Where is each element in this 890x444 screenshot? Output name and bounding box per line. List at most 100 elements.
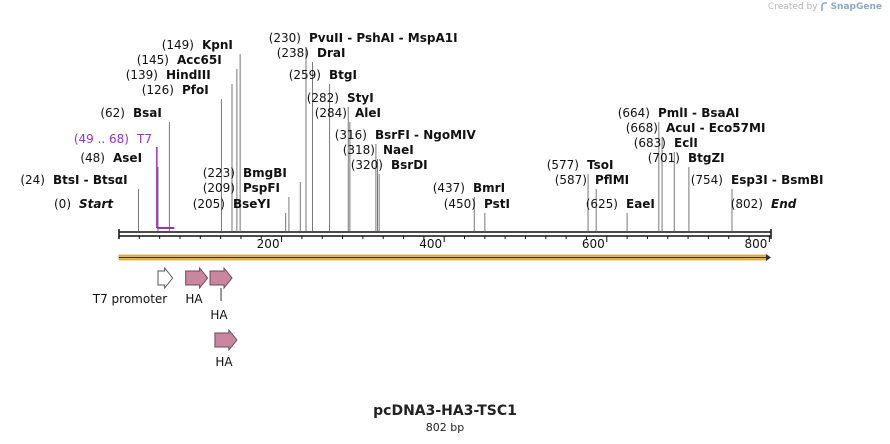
site-esp3i-bsmbi-754[interactable]: (754) Esp3I - BsmBI: [691, 173, 824, 187]
bp-ruler: 200 400 600 800: [138, 236, 770, 251]
site-bseyi-205[interactable]: (205) BseYI: [193, 197, 271, 211]
site-drai-238-position: (238): [277, 46, 309, 60]
site-bsrfi-ngomiv-316-name: BsrFI - NgoMIV: [375, 128, 476, 142]
site-bmgbi-223-name: BmgBI: [243, 166, 287, 180]
feature-ha-3[interactable]: HA: [209, 266, 233, 322]
site-end-802-name: End: [771, 197, 797, 211]
site-btsi-bts-i-24[interactable]: (24) BtsI - BtsαI: [20, 173, 127, 187]
snapgene-credit: Created by SnapGene: [768, 2, 882, 12]
site-acui-eco57mi-668[interactable]: (668) AcuI - Eco57MI: [626, 121, 766, 135]
map-title: pcDNA3-HA3-TSC1: [373, 403, 517, 419]
site-btgzi-701[interactable]: (701) BtgZI: [648, 151, 725, 165]
site-bmgbi-223-position: (223): [203, 166, 235, 180]
site-pflmi-587-position: (587): [555, 173, 587, 187]
site-end-802-position: (802): [731, 197, 763, 211]
site-acui-eco57mi-668-position: (668): [626, 121, 658, 135]
site-naei-318[interactable]: (318) NaeI: [343, 143, 414, 157]
site-tsoi-577-name: TsoI: [587, 158, 613, 172]
feature-arrow-icon: [209, 266, 233, 290]
site-kpni-149-position: (149): [162, 38, 194, 52]
site-acc65i-145[interactable]: (145) Acc65I: [137, 53, 222, 67]
site-pmli-bsaai-664[interactable]: (664) PmlI - BsaAI: [618, 106, 740, 120]
site-tsoi-577[interactable]: (577) TsoI: [547, 158, 614, 172]
feature-ha-4[interactable]: HA: [214, 328, 238, 369]
site-pspfi-209-position: (209): [203, 181, 235, 195]
feature-t7-promoter-1[interactable]: T7 promoter: [92, 266, 174, 306]
site-alei-284[interactable]: (284) AleI: [315, 106, 381, 120]
site-eaei-625-position: (625): [586, 197, 618, 211]
primer-t7[interactable]: (49 .. 68) T7: [74, 132, 175, 229]
site-hindiii-139[interactable]: (139) HindIII: [126, 68, 211, 82]
site-start-0[interactable]: (0) Start: [54, 197, 114, 211]
site-esp3i-bsmbi-754-position: (754): [691, 173, 723, 187]
tick-label-200: 200: [257, 237, 280, 251]
site-btgi-259-position: (259): [289, 68, 321, 82]
site-ecli-683[interactable]: (683) EclI: [634, 136, 698, 150]
site-bsrdi-320[interactable]: (320) BsrDI: [351, 158, 428, 172]
site-psti-450-position: (450): [444, 197, 476, 211]
site-bsai-62[interactable]: (62) BsaI: [100, 106, 162, 120]
site-pfoi-126-position: (126): [142, 83, 174, 97]
site-bseyi-205-position: (205): [193, 197, 225, 211]
site-bmri-437-position: (437): [433, 181, 465, 195]
feature-arrow-icon: [157, 266, 174, 290]
site-pflmi-587[interactable]: (587) PflMI: [555, 173, 629, 187]
sequence-backbone[interactable]: [118, 229, 772, 239]
primer-position: (49 .. 68): [74, 132, 129, 146]
site-asei-48-position: (48): [80, 151, 105, 165]
site-bmgbi-223[interactable]: (223) BmgBI: [203, 166, 287, 180]
site-pfoi-126-name: PfoI: [182, 83, 209, 97]
site-hindiii-139-position: (139): [126, 68, 158, 82]
site-asei-48[interactable]: (48) AseI: [80, 151, 142, 165]
site-btgi-259[interactable]: (259) BtgI: [289, 68, 357, 82]
features[interactable]: T7 promoter HA HA HA: [92, 266, 238, 369]
site-pspfi-209-name: PspFI: [243, 181, 280, 195]
site-btsi-bts-i-24-position: (24): [20, 173, 45, 187]
site-styi-282-name: StyI: [347, 91, 374, 105]
credit-prefix: Created by: [768, 2, 818, 12]
primer-name: T7: [136, 132, 152, 146]
site-end-802[interactable]: (802) End: [731, 197, 797, 211]
site-tsoi-577-position: (577): [547, 158, 579, 172]
feature-label: HA: [210, 308, 228, 322]
site-ecli-683-position: (683): [634, 136, 666, 150]
site-pvuii-pshai-mspa1i-230-position: (230): [269, 31, 301, 45]
site-btgi-259-name: BtgI: [329, 68, 357, 82]
feature-arrow-icon: [185, 266, 209, 290]
site-acc65i-145-name: Acc65I: [177, 53, 222, 67]
sequence-arrowhead-icon: [766, 254, 771, 261]
site-bmri-437[interactable]: (437) BmrI: [433, 181, 505, 195]
site-kpni-149-name: KpnI: [202, 38, 233, 52]
site-bsai-62-name: BsaI: [133, 106, 162, 120]
site-naei-318-position: (318): [343, 143, 375, 157]
site-psti-450-name: PstI: [484, 197, 510, 211]
direction-arrow: [118, 254, 771, 261]
site-psti-450[interactable]: (450) PstI: [444, 197, 510, 211]
site-bmri-437-name: BmrI: [473, 181, 505, 195]
site-start-0-name: Start: [79, 197, 114, 211]
site-btgzi-701-position: (701): [648, 151, 680, 165]
feature-ha-2[interactable]: HA: [185, 266, 209, 306]
site-pmli-bsaai-664-name: PmlI - BsaAI: [658, 106, 739, 120]
site-ecli-683-name: EclI: [674, 136, 698, 150]
site-pflmi-587-name: PflMI: [595, 173, 629, 187]
site-esp3i-bsmbi-754-name: Esp3I - BsmBI: [731, 173, 823, 187]
site-pmli-bsaai-664-position: (664): [618, 106, 650, 120]
credit-brand: SnapGene: [830, 2, 882, 12]
site-pspfi-209[interactable]: (209) PspFI: [203, 181, 280, 195]
site-labels: (0) Start (24) BtsI - BtsαI (48) AseI (62) BsaI…: [20, 31, 823, 211]
tick-label-400: 400: [419, 237, 442, 251]
site-alei-284-position: (284): [315, 106, 347, 120]
site-bseyi-205-name: BseYI: [233, 197, 271, 211]
site-bsrfi-ngomiv-316-position: (316): [335, 128, 367, 142]
site-bsrfi-ngomiv-316[interactable]: (316) BsrFI - NgoMIV: [335, 128, 477, 142]
site-kpni-149[interactable]: (149) KpnI: [162, 38, 233, 52]
site-styi-282[interactable]: (282) StyI: [307, 91, 374, 105]
site-eaei-625[interactable]: (625) EaeI: [586, 197, 655, 211]
feature-label: HA: [185, 292, 203, 306]
site-bsrdi-320-position: (320): [351, 158, 383, 172]
site-pfoi-126[interactable]: (126) PfoI: [142, 83, 209, 97]
tick-label-800: 800: [744, 237, 767, 251]
site-drai-238[interactable]: (238) DraI: [277, 46, 346, 60]
site-pvuii-pshai-mspa1i-230[interactable]: (230) PvuII - PshAI - MspA1I: [269, 31, 458, 45]
